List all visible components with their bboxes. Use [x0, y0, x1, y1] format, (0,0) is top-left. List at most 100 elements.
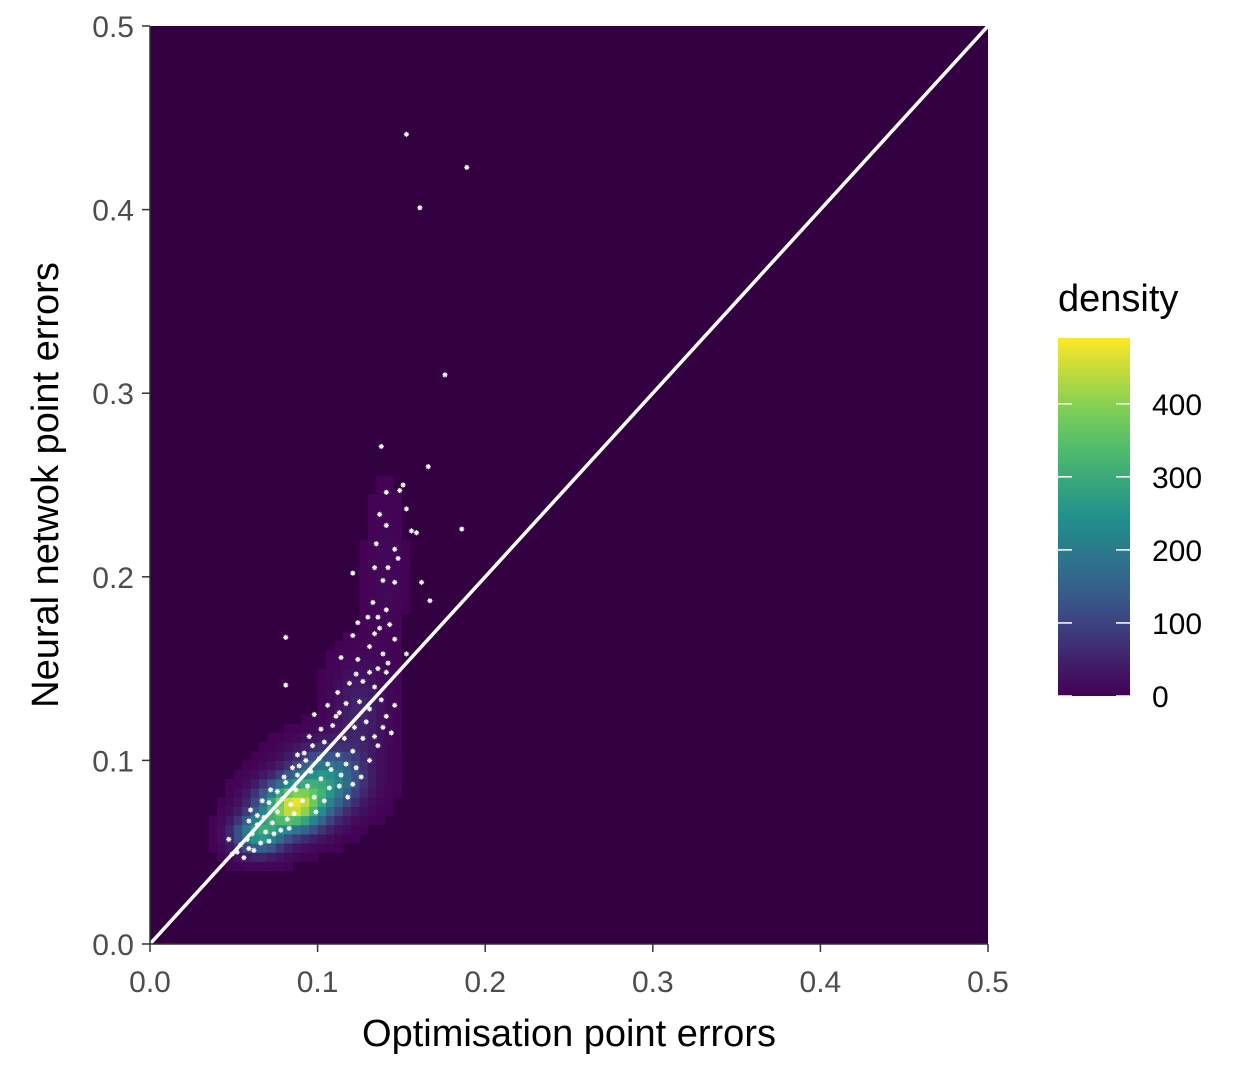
density-cell — [393, 742, 402, 752]
density-cell — [242, 852, 252, 862]
density-cell — [376, 641, 386, 651]
density-cell — [217, 833, 227, 844]
data-point — [366, 706, 373, 712]
data-point — [328, 766, 334, 773]
density-cell — [359, 760, 369, 771]
density-cell — [393, 494, 402, 504]
density-cell — [233, 787, 243, 798]
density-cell — [367, 613, 377, 624]
density-cell — [351, 686, 361, 697]
density-cell — [225, 815, 235, 826]
density-cell — [300, 815, 310, 826]
density-cell — [393, 732, 402, 743]
density-cell — [334, 677, 344, 688]
density-cell — [376, 677, 386, 688]
density-cell — [309, 833, 319, 844]
density-cell — [284, 806, 294, 817]
data-point — [338, 654, 344, 661]
density-cell — [351, 815, 361, 826]
data-point — [371, 733, 378, 740]
density-cell — [250, 778, 260, 789]
density-cell — [384, 668, 394, 679]
data-point — [350, 632, 356, 639]
density-cell — [309, 778, 319, 789]
density-cell — [351, 751, 361, 761]
density-cell — [225, 806, 235, 817]
density-cell — [300, 787, 310, 798]
density-cell — [376, 604, 386, 615]
data-point — [351, 724, 358, 730]
density-cell — [317, 778, 327, 789]
data-point — [321, 798, 327, 804]
density-cell — [351, 824, 361, 835]
data-point — [363, 719, 369, 725]
density-cell — [384, 705, 394, 716]
density-cell — [208, 815, 218, 826]
density-cell — [258, 760, 268, 771]
data-point — [274, 809, 280, 815]
density-cell — [376, 558, 386, 569]
density-cell — [267, 852, 277, 862]
data-point — [309, 743, 316, 749]
density-cell — [317, 732, 327, 743]
density-cell — [317, 696, 327, 706]
density-cell — [376, 485, 386, 495]
density-legend: density 0 100 200 300 400 — [1058, 278, 1202, 714]
data-point — [358, 774, 364, 780]
density-cell — [351, 806, 361, 817]
density-cell — [292, 843, 302, 853]
density-cell — [334, 668, 344, 679]
density-cell — [384, 540, 394, 550]
density-cell — [367, 751, 377, 761]
data-point — [366, 669, 373, 675]
density-cell — [376, 576, 386, 587]
density-cell — [342, 677, 352, 688]
density-cell — [384, 558, 394, 569]
density-cell — [401, 558, 411, 569]
density-cell — [376, 714, 386, 725]
data-point — [268, 787, 274, 793]
density-cell — [393, 751, 402, 761]
density-cell — [242, 843, 252, 853]
density-cell — [367, 604, 377, 615]
density-cell — [309, 797, 319, 807]
density-cell — [359, 668, 369, 679]
density-cell — [334, 797, 344, 807]
density-cell — [284, 760, 294, 771]
density-cell — [309, 852, 319, 862]
data-point — [254, 812, 260, 819]
density-cell — [284, 778, 294, 789]
density-cell — [342, 686, 352, 697]
density-cell — [342, 787, 352, 798]
density-cell — [384, 732, 394, 743]
data-point — [301, 750, 307, 756]
density-cell — [384, 696, 394, 706]
density-cell — [225, 843, 235, 853]
density-cell — [359, 714, 369, 725]
data-point — [387, 621, 393, 628]
data-point — [383, 669, 389, 675]
density-cell — [376, 723, 386, 734]
data-point — [366, 643, 373, 650]
density-cell — [275, 861, 285, 872]
density-cell — [317, 787, 327, 798]
data-point — [311, 711, 317, 718]
data-point — [375, 743, 381, 749]
density-cell — [258, 769, 268, 780]
density-cell — [351, 742, 361, 752]
density-cell — [367, 512, 377, 523]
density-cell — [359, 723, 369, 734]
density-cell — [376, 503, 386, 514]
density-cell — [393, 769, 402, 780]
density-cell — [334, 659, 344, 670]
density-cell — [233, 852, 243, 862]
data-point — [427, 598, 433, 604]
density-cell — [325, 677, 335, 688]
x-axis: 0.0 0.1 0.2 0.3 0.4 0.5 — [129, 943, 1009, 999]
density-cell — [359, 742, 369, 752]
density-cell — [342, 742, 352, 752]
density-cell — [258, 843, 268, 853]
density-cell — [309, 824, 319, 835]
data-point — [350, 781, 356, 787]
